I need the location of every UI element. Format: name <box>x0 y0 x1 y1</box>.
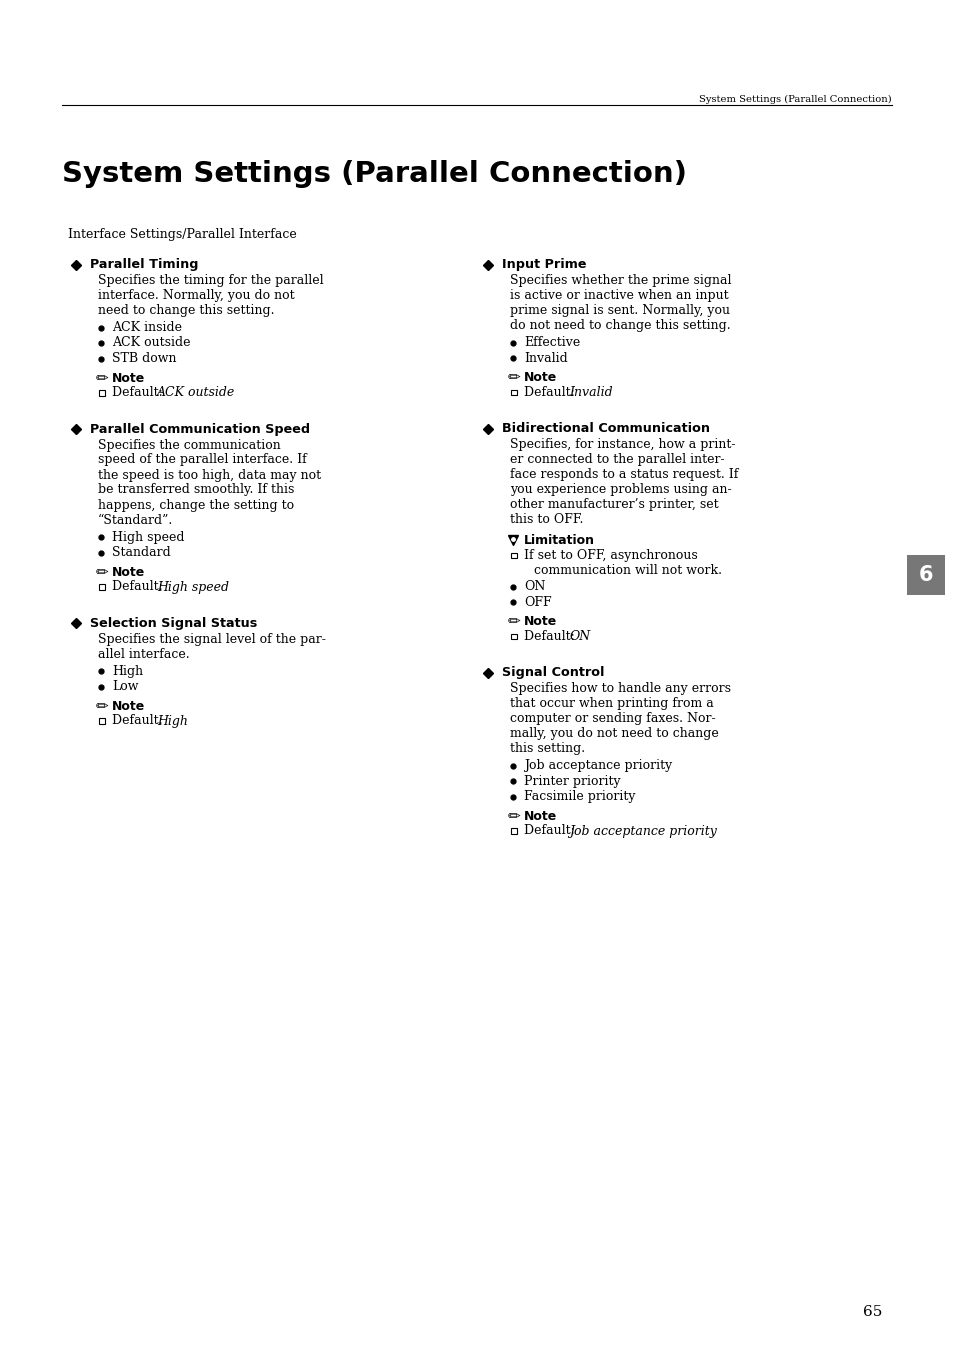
Text: Parallel Timing: Parallel Timing <box>90 258 198 272</box>
Text: Default: High: Default: High <box>112 715 197 727</box>
Text: allel interface.: allel interface. <box>98 647 190 661</box>
Text: the speed is too high, data may not: the speed is too high, data may not <box>98 469 321 481</box>
Text: Default:: Default: <box>523 824 578 838</box>
Text: speed of the parallel interface. If: speed of the parallel interface. If <box>98 454 307 466</box>
Text: Note: Note <box>112 566 145 578</box>
Text: Default: ON: Default: ON <box>523 630 599 643</box>
Text: Parallel Communication Speed: Parallel Communication Speed <box>90 423 310 435</box>
Bar <box>511 553 517 558</box>
Text: computer or sending faxes. Nor-: computer or sending faxes. Nor- <box>510 712 715 725</box>
Text: ON: ON <box>569 630 590 643</box>
Text: er connected to the parallel inter-: er connected to the parallel inter- <box>510 453 724 466</box>
Text: ✏: ✏ <box>507 615 520 630</box>
Bar <box>99 585 105 590</box>
Text: Default: Invalid: Default: Invalid <box>523 386 621 399</box>
Text: ✏: ✏ <box>96 698 109 713</box>
Text: Bidirectional Communication: Bidirectional Communication <box>501 422 709 435</box>
Text: Note: Note <box>523 615 557 628</box>
Text: High speed: High speed <box>112 531 184 543</box>
Text: Selection Signal Status: Selection Signal Status <box>90 616 257 630</box>
Text: need to change this setting.: need to change this setting. <box>98 304 274 317</box>
Text: Specifies, for instance, how a print-: Specifies, for instance, how a print- <box>510 438 735 451</box>
Text: Invalid: Invalid <box>523 351 567 365</box>
Text: you experience problems using an-: you experience problems using an- <box>510 484 731 496</box>
Text: 6: 6 <box>918 565 932 585</box>
Text: High: High <box>157 715 188 727</box>
Text: Default:: Default: <box>112 581 167 593</box>
Text: System Settings (Parallel Connection): System Settings (Parallel Connection) <box>62 159 686 188</box>
Text: STB down: STB down <box>112 353 176 365</box>
Text: System Settings (Parallel Connection): System Settings (Parallel Connection) <box>699 95 891 104</box>
Text: Note: Note <box>523 372 557 384</box>
Text: Default:: Default: <box>523 386 578 399</box>
Text: Specifies the signal level of the par-: Specifies the signal level of the par- <box>98 632 326 646</box>
Text: this setting.: this setting. <box>510 742 584 755</box>
Text: mally, you do not need to change: mally, you do not need to change <box>510 727 718 740</box>
Text: ACK outside: ACK outside <box>157 386 235 400</box>
Text: ON: ON <box>523 580 545 593</box>
Bar <box>511 828 517 834</box>
Text: Default:: Default: <box>112 386 167 400</box>
Text: ACK outside: ACK outside <box>112 336 191 350</box>
Text: Facsimile priority: Facsimile priority <box>523 790 635 802</box>
Text: ✏: ✏ <box>96 370 109 386</box>
Bar <box>511 390 517 396</box>
Text: OFF: OFF <box>523 596 551 608</box>
Text: High: High <box>112 665 143 677</box>
Text: Input Prime: Input Prime <box>501 258 586 272</box>
Text: communication will not work.: communication will not work. <box>534 563 721 577</box>
Text: ✏: ✏ <box>507 370 520 385</box>
Text: other manufacturer’s printer, set: other manufacturer’s printer, set <box>510 499 718 511</box>
Text: ✏: ✏ <box>96 565 109 580</box>
Text: ACK inside: ACK inside <box>112 322 182 334</box>
Text: If set to OFF, asynchronous: If set to OFF, asynchronous <box>523 549 697 562</box>
Text: ✏: ✏ <box>507 809 520 824</box>
Bar <box>906 555 944 594</box>
Text: this to OFF.: this to OFF. <box>510 513 583 526</box>
Text: face responds to a status request. If: face responds to a status request. If <box>510 467 738 481</box>
Bar <box>99 390 105 396</box>
Text: Default:: Default: <box>523 630 578 643</box>
Text: Job acceptance priority: Job acceptance priority <box>523 759 672 771</box>
Text: Interface Settings/Parallel Interface: Interface Settings/Parallel Interface <box>68 228 296 240</box>
Text: Effective: Effective <box>523 336 579 349</box>
Text: 65: 65 <box>862 1305 882 1319</box>
Text: Specifies the communication: Specifies the communication <box>98 439 280 451</box>
Text: Low: Low <box>112 680 138 693</box>
Text: Specifies whether the prime signal: Specifies whether the prime signal <box>510 274 731 286</box>
Text: Specifies the timing for the parallel: Specifies the timing for the parallel <box>98 274 323 286</box>
Text: Job acceptance priority: Job acceptance priority <box>569 824 717 838</box>
Text: Default: ACK outside: Default: ACK outside <box>112 386 245 400</box>
Bar <box>511 634 517 639</box>
Text: Standard: Standard <box>112 546 171 559</box>
Text: Limitation: Limitation <box>523 534 595 547</box>
Text: Invalid: Invalid <box>569 386 613 399</box>
Text: that occur when printing from a: that occur when printing from a <box>510 697 713 711</box>
Text: prime signal is sent. Normally, you: prime signal is sent. Normally, you <box>510 304 729 317</box>
Text: be transferred smoothly. If this: be transferred smoothly. If this <box>98 484 294 497</box>
Text: Note: Note <box>112 372 145 385</box>
Text: “Standard”.: “Standard”. <box>98 513 173 527</box>
Text: Printer priority: Printer priority <box>523 774 620 788</box>
Bar <box>99 719 105 724</box>
Text: Default: High speed: Default: High speed <box>112 581 238 593</box>
Text: is active or inactive when an input: is active or inactive when an input <box>510 289 728 303</box>
Text: Signal Control: Signal Control <box>501 666 604 680</box>
Text: Note: Note <box>523 809 557 823</box>
Text: Default: Job acceptance priority: Default: Job acceptance priority <box>523 824 726 838</box>
Text: High speed: High speed <box>157 581 230 593</box>
Text: interface. Normally, you do not: interface. Normally, you do not <box>98 289 294 303</box>
Text: Specifies how to handle any errors: Specifies how to handle any errors <box>510 682 730 694</box>
Text: happens, change the setting to: happens, change the setting to <box>98 499 294 512</box>
Text: do not need to change this setting.: do not need to change this setting. <box>510 319 730 332</box>
Text: Note: Note <box>112 700 145 712</box>
Text: Default:: Default: <box>112 715 167 727</box>
